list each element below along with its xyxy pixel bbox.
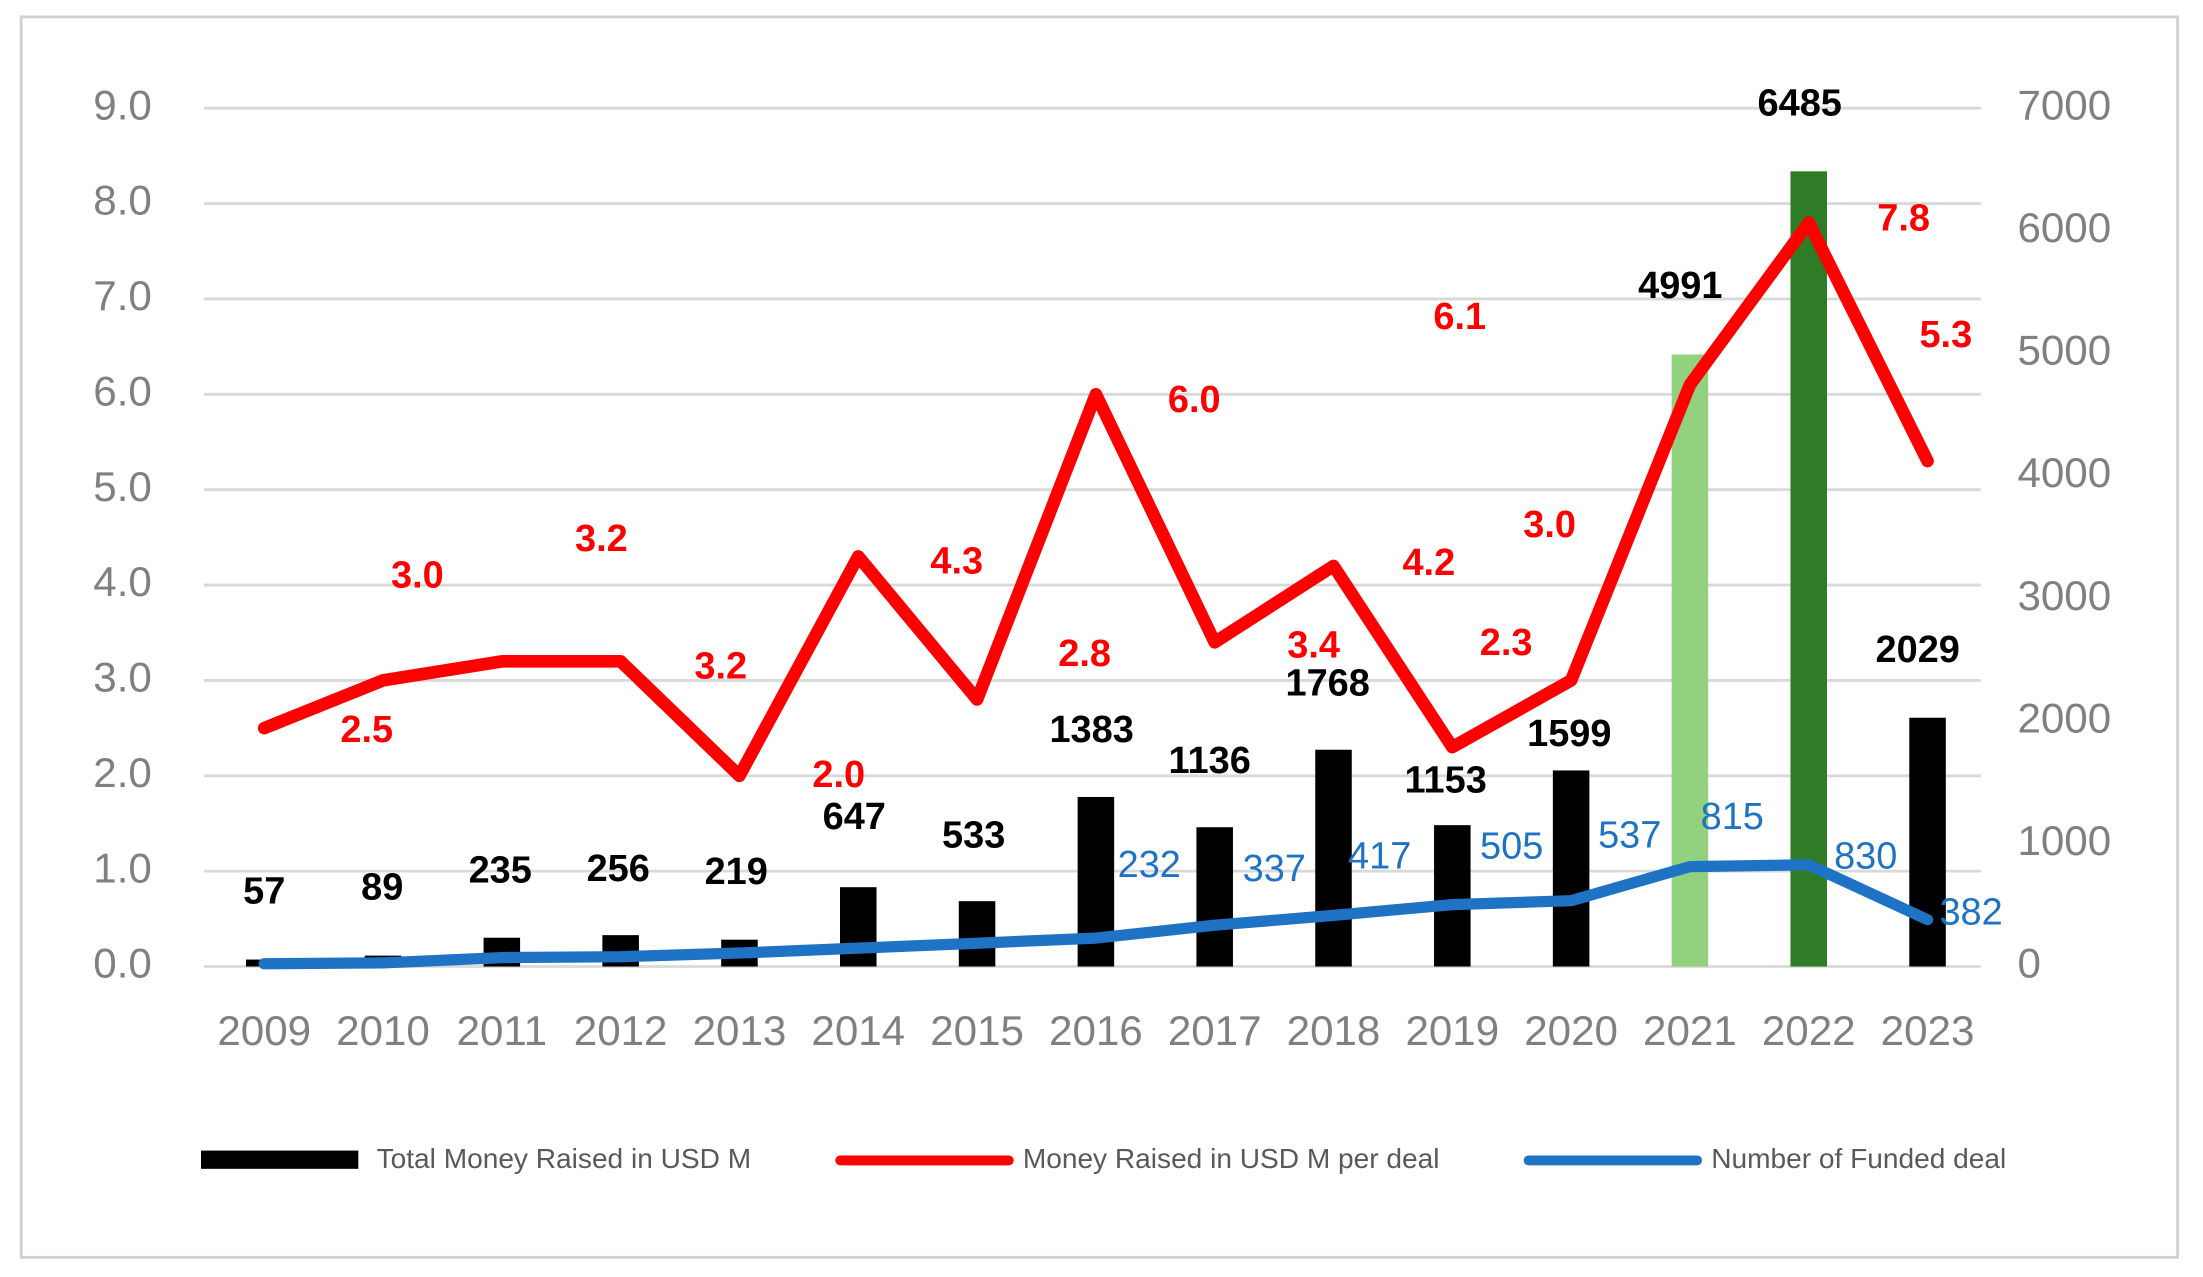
bar-label: 1136 [1169, 740, 1251, 782]
x-tick-label: 2010 [336, 1007, 430, 1054]
x-tick-label: 2016 [1049, 1007, 1143, 1054]
bar-label: 4991 [1638, 265, 1722, 307]
line-label: 505 [1480, 826, 1543, 868]
x-tick-label: 2011 [457, 1007, 548, 1054]
bar-label: 256 [587, 848, 650, 890]
bar-label: 647 [823, 796, 886, 838]
bar [1790, 171, 1827, 967]
line-label: 815 [1701, 796, 1764, 838]
line-label: 417 [1348, 835, 1411, 877]
x-tick-label: 2009 [217, 1007, 311, 1054]
line-label: 3.0 [1523, 504, 1576, 546]
y2-tick-label: 1000 [2017, 817, 2111, 864]
bar-label: 1599 [1527, 713, 1611, 755]
y-tick-label: 7.0 [93, 272, 152, 319]
line-label: 4.3 [930, 540, 983, 582]
line-label: 3.0 [391, 554, 444, 596]
y2-tick-label: 6000 [2017, 204, 2111, 251]
bar [958, 901, 996, 967]
y2-tick-label: 7000 [2017, 81, 2111, 128]
line-label: 2.3 [1480, 622, 1533, 664]
bar-label: 57 [243, 870, 285, 912]
bar-label: 1153 [1405, 760, 1487, 802]
line-label: 5.3 [1919, 314, 1972, 356]
y-tick-label: 6.0 [93, 367, 152, 414]
bar-label: 219 [705, 851, 768, 893]
x-tick-label: 2018 [1287, 1007, 1381, 1054]
y2-tick-label: 2000 [2017, 694, 2111, 741]
x-tick-label: 2014 [811, 1007, 905, 1054]
y-tick-label: 5.0 [93, 463, 152, 510]
x-tick-label: 2022 [1762, 1007, 1856, 1054]
line-label: 830 [1834, 835, 1897, 877]
line-label: 6.0 [1168, 379, 1221, 421]
line-label: 382 [1939, 892, 2002, 934]
y2-tick-label: 0 [2017, 940, 2040, 987]
line-label: 537 [1598, 814, 1661, 856]
x-tick-label: 2012 [574, 1007, 668, 1054]
y2-tick-label: 5000 [2017, 327, 2111, 374]
bar-label: 6485 [1758, 82, 1842, 124]
line-label: 6.1 [1433, 296, 1486, 338]
y-tick-label: 9.0 [93, 81, 152, 128]
legend-label: Money Raised in USD M per deal [1023, 1143, 1440, 1174]
line-label: 2.8 [1058, 633, 1111, 675]
legend-swatch [200, 1150, 359, 1169]
x-tick-label: 2019 [1405, 1007, 1499, 1054]
x-tick-label: 2013 [693, 1007, 787, 1054]
line-label: 3.2 [575, 518, 628, 560]
legend-label: Number of Funded deal [1711, 1143, 2006, 1174]
line-label: 232 [1118, 844, 1181, 886]
legend-label: Total Money Raised in USD M [377, 1143, 752, 1174]
bar-label: 89 [361, 866, 403, 908]
line-label: 3.4 [1287, 625, 1340, 667]
line-label: 2.5 [340, 709, 393, 751]
bar-label: 1383 [1049, 709, 1133, 751]
y-tick-label: 0.0 [93, 940, 152, 987]
bar-label: 533 [942, 814, 1005, 856]
x-tick-label: 2023 [1881, 1007, 1975, 1054]
y-tick-label: 8.0 [93, 177, 152, 224]
y-tick-label: 2.0 [93, 749, 152, 796]
bar-label: 2029 [1876, 629, 1960, 671]
x-tick-label: 2015 [930, 1007, 1024, 1054]
bar [1196, 827, 1233, 967]
bar [1315, 749, 1352, 967]
line [257, 216, 1934, 783]
line-label: 2.0 [812, 754, 865, 796]
y-tick-label: 1.0 [93, 844, 152, 891]
bar [1434, 825, 1471, 967]
line [258, 859, 1934, 970]
line-label: 7.8 [1877, 198, 1930, 240]
line-label: 3.2 [694, 646, 747, 688]
bar [1552, 770, 1590, 967]
line-label: 4.2 [1402, 542, 1455, 584]
bar-label: 235 [469, 849, 532, 891]
y2-tick-label: 3000 [2017, 572, 2111, 619]
line-label: 337 [1243, 848, 1306, 890]
x-tick-label: 2017 [1168, 1007, 1262, 1054]
y2-tick-label: 4000 [2017, 449, 2111, 496]
bar [839, 887, 877, 967]
y-tick-label: 3.0 [93, 654, 152, 701]
bar-label: 1768 [1285, 663, 1369, 705]
y-tick-label: 4.0 [93, 558, 152, 605]
x-tick-label: 2021 [1643, 1007, 1737, 1054]
x-tick-label: 2020 [1524, 1007, 1618, 1054]
